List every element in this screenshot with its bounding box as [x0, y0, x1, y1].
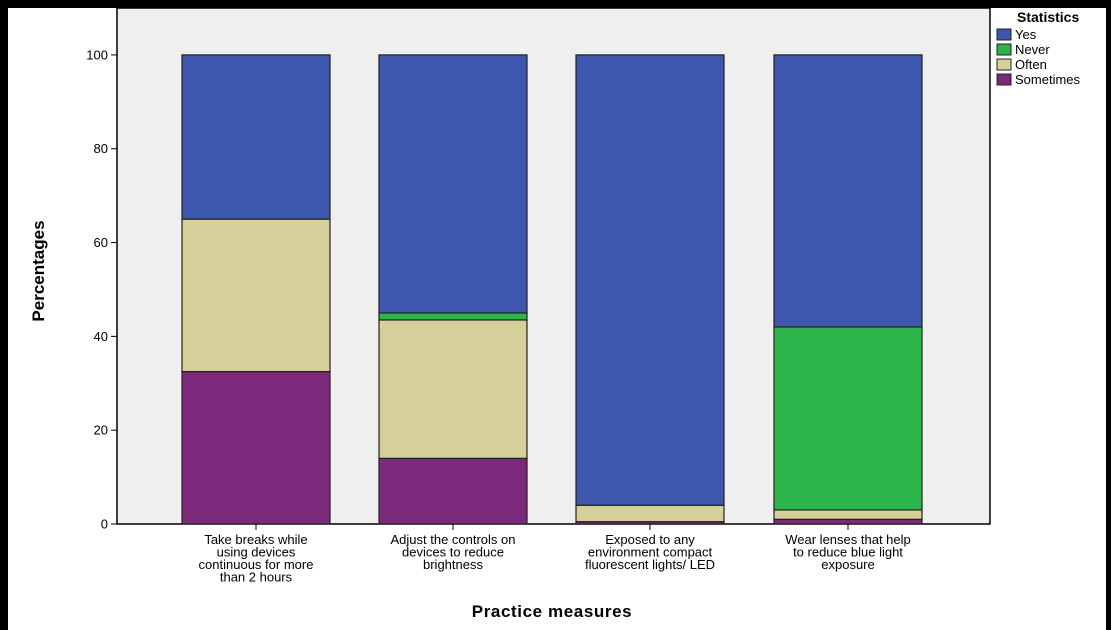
bar-segment-never [378, 312, 528, 321]
bar-segment-sometimes [773, 518, 923, 525]
legend-label-sometimes: Sometimes [1015, 72, 1081, 87]
x-tick-label: Take breaks while using devices continuous… [199, 532, 314, 585]
y-tick-label: 100 [86, 47, 108, 62]
x-axis-label: Practice measures [472, 602, 632, 621]
y-axis: 0 20 40 60 80 100 [86, 47, 117, 532]
x-tick-label: Exposed to any environment compact fluores… [585, 532, 715, 572]
bars [181, 54, 923, 525]
bar-segment-sometimes [378, 457, 528, 525]
legend-swatch-often [996, 58, 1012, 71]
bar-segment-never [773, 326, 923, 511]
legend-title: Statistics [1017, 9, 1079, 25]
bar-segment-often [773, 509, 923, 520]
legend-swatch-yes [996, 28, 1012, 41]
bar-segment-often [575, 504, 725, 523]
y-tick-label: 0 [101, 517, 108, 532]
y-tick-label: 80 [94, 141, 108, 156]
legend-label-yes: Yes [1015, 27, 1037, 42]
x-tick-label: Wear lenses that help to reduce blue ligh… [785, 532, 911, 572]
outer-border-top [0, 0, 1111, 8]
bar-segment-sometimes [181, 370, 331, 525]
x-axis: Take breaks while using devices continuous… [199, 524, 911, 585]
legend-swatch-sometimes [996, 73, 1012, 86]
bar-segment-yes [181, 54, 331, 220]
y-tick-label: 40 [94, 329, 108, 344]
bar-segment-yes [378, 54, 528, 314]
legend-label-often: Often [1015, 57, 1047, 72]
bar-segment-yes [773, 54, 923, 328]
outer-border-right [1106, 0, 1111, 630]
bar-segment-often [181, 218, 331, 373]
y-tick-label: 60 [94, 235, 108, 250]
legend-label-never: Never [1015, 42, 1050, 57]
y-tick-label: 20 [94, 423, 108, 438]
legend-swatch-never [996, 43, 1012, 56]
x-tick-label: Adjust the controls on devices to reduce b… [390, 532, 515, 572]
bar-segment-often [378, 319, 528, 459]
y-axis-label: Percentages [29, 220, 48, 321]
bar-segment-yes [575, 54, 725, 506]
outer-border-left [0, 0, 8, 630]
